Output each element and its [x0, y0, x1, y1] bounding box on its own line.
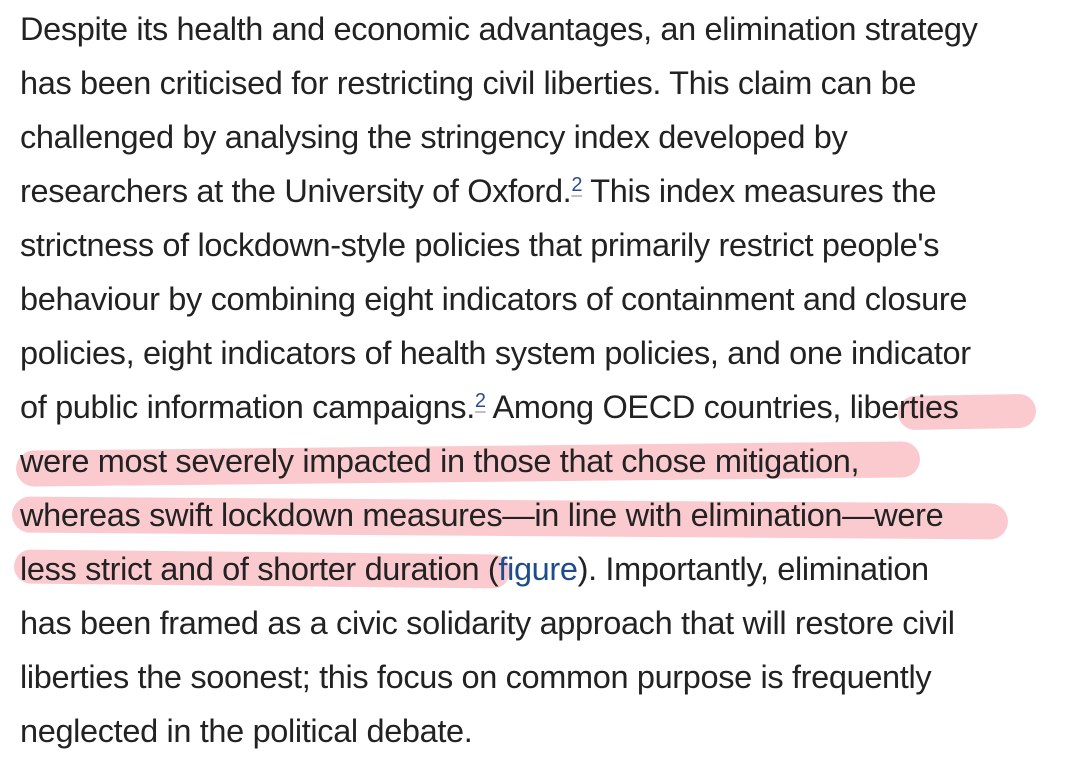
text-segment: policies, eight indicators of health sys…	[20, 335, 971, 371]
text-segment: ). Importantly, elimination	[577, 551, 930, 587]
highlighted-text: less strict and of shorter duration	[20, 551, 480, 587]
text-line: challenged by analysing the stringency i…	[20, 110, 848, 164]
text-segment: (	[479, 551, 499, 587]
text-segment: liberties the soonest; this focus on com…	[20, 659, 932, 695]
text-segment: has been framed as a civic solidarity ap…	[20, 605, 955, 641]
text-line: has been criticised for restricting civi…	[20, 56, 916, 110]
text-line: Despite its health and economic advantag…	[20, 2, 978, 56]
text-line: liberties the soonest; this focus on com…	[20, 650, 932, 704]
text-line: less strict and of shorter duration (fig…	[20, 542, 929, 596]
reference-link[interactable]: 2	[474, 390, 486, 412]
text-line: researchers at the University of Oxford.…	[20, 164, 937, 218]
text-segment: of public information campaigns.	[20, 389, 475, 425]
text-line: behaviour by combining eight indicators …	[20, 272, 967, 326]
text-segment: This index measures the	[582, 173, 937, 209]
reference-link[interactable]: 2	[571, 174, 583, 196]
highlighted-text: were most severely impacted in those tha…	[20, 443, 860, 479]
text-line: of public information campaigns.2 Among …	[20, 380, 959, 434]
text-line: were most severely impacted in those tha…	[20, 434, 860, 488]
text-segment: behaviour by combining eight indicators …	[20, 281, 968, 317]
text-segment: challenged by analysing the stringency i…	[20, 119, 848, 155]
text-line: neglected in the political debate.	[20, 704, 473, 758]
text-line: has been framed as a civic solidarity ap…	[20, 596, 955, 650]
text-segment: Despite its health and economic advantag…	[20, 11, 978, 47]
highlighted-text: whereas swift lockdown measures—in line …	[20, 497, 944, 533]
text-segment: has been criticised for restricting civi…	[20, 65, 917, 101]
highlighted-text: liberties	[849, 389, 959, 425]
figure-link[interactable]: figure	[498, 551, 578, 587]
text-line: strictness of lockdown-style policies th…	[20, 218, 939, 272]
text-segment: Among OECD countries,	[485, 389, 850, 425]
text-line: policies, eight indicators of health sys…	[20, 326, 971, 380]
text-line: whereas swift lockdown measures—in line …	[20, 488, 944, 542]
text-segment: researchers at the University of Oxford.	[20, 173, 572, 209]
text-segment: strictness of lockdown-style policies th…	[20, 227, 940, 263]
text-segment: neglected in the political debate.	[20, 713, 473, 749]
